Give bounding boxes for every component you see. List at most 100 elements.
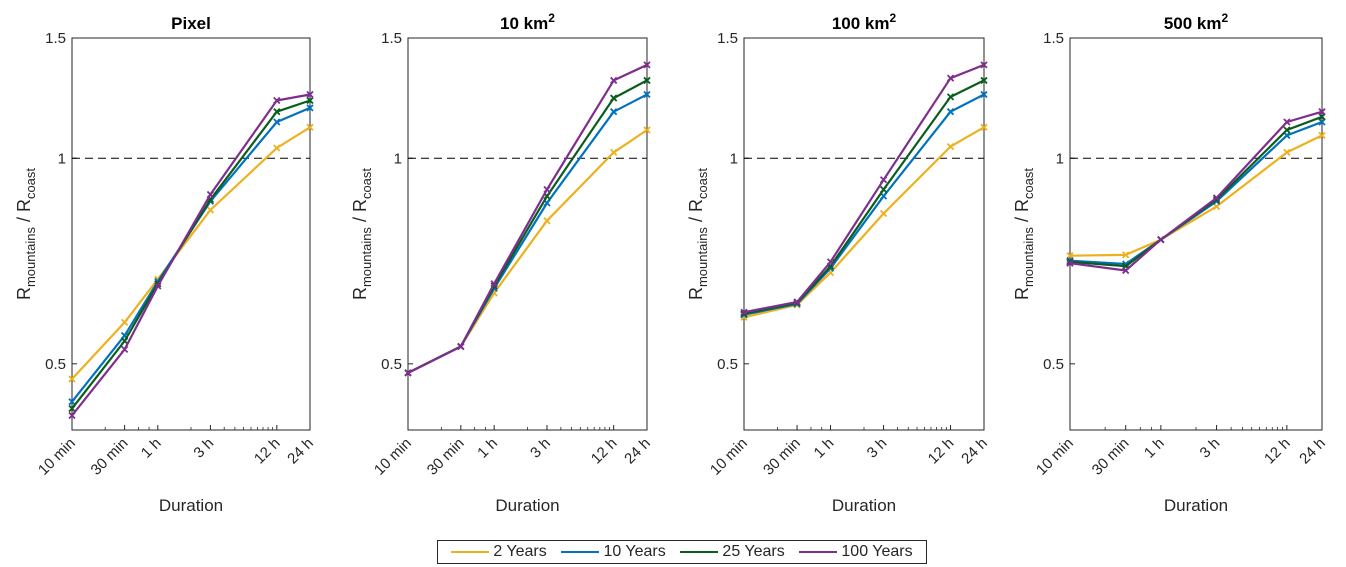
data-point (980, 61, 988, 69)
data-point (1283, 118, 1291, 126)
x-tick-label: 12 h (925, 435, 958, 468)
data-point (68, 404, 76, 413)
legend-item: 100 Years (799, 543, 913, 561)
data-point (946, 74, 955, 82)
y-tick-label: 1 (394, 150, 402, 167)
y-tick-label: 1 (730, 150, 738, 167)
legend: 2 Years 10 Years 25 Years 100 Years (437, 540, 927, 564)
x-tick-label: 30 min (88, 435, 132, 479)
data-point (154, 282, 162, 290)
series-line (71, 93, 311, 417)
data-point (1318, 131, 1326, 140)
data-point (1122, 266, 1130, 275)
legend-swatch (799, 551, 838, 553)
series-line (743, 93, 985, 316)
x-tick-label: 3 h (1197, 435, 1224, 462)
panel-title: 10 km2 (500, 11, 555, 33)
chart-panel-1: 0.5 1 1.5 10 min 30 min 1 h 3 h 12 h 24 h Pixel Du… (14, 14, 317, 515)
data-point (610, 148, 618, 157)
data-point (306, 123, 314, 131)
x-tick-label: 1 h (474, 435, 501, 462)
y-axis-label: Rmountains / Rcoast (1012, 168, 1036, 300)
data-point (1212, 195, 1221, 204)
y-tick-label: 1.5 (45, 30, 66, 47)
legend-label: 2 Years (493, 543, 547, 560)
legend-item: 25 Years (680, 543, 785, 561)
data-point (1066, 259, 1074, 267)
data-point (879, 209, 888, 218)
data-point (404, 369, 412, 377)
data-point (120, 345, 129, 353)
x-tick-label: 12 h (1261, 435, 1294, 468)
y-tick-label: 1.5 (1043, 30, 1064, 47)
series-line (1069, 120, 1323, 266)
y-axis-label: Rmountains / Rcoast (14, 168, 38, 300)
legend-label: 10 Years (603, 543, 666, 560)
data-point (1283, 126, 1291, 134)
x-tick-label: 10 min (371, 435, 415, 479)
legend-item: 2 Years (451, 543, 547, 561)
panel-title: 100 km2 (832, 11, 897, 33)
legend-swatch (561, 551, 600, 553)
data-point (740, 308, 748, 316)
y-tick-label: 1.5 (381, 30, 402, 47)
x-tick-label: 10 min (1033, 435, 1077, 479)
legend-label: 100 Years (841, 543, 913, 560)
data-point (946, 108, 955, 116)
data-point (946, 93, 955, 101)
legend-swatch (680, 551, 719, 553)
x-tick-label: 3 h (864, 435, 891, 462)
series-line (71, 126, 311, 380)
x-axis-label: Duration (159, 496, 223, 515)
data-point (1212, 194, 1221, 202)
data-point (826, 258, 835, 266)
data-point (1318, 108, 1326, 116)
data-point (543, 217, 551, 225)
data-point (1283, 148, 1291, 157)
series-line (1069, 110, 1323, 272)
legend-label: 25 Years (722, 543, 785, 560)
legend-item: 10 Years (561, 543, 666, 561)
data-point (1122, 251, 1130, 259)
data-point (610, 108, 618, 116)
data-point (1157, 236, 1165, 244)
data-point (306, 96, 314, 105)
x-tick-label: 3 h (527, 435, 554, 462)
data-point (980, 123, 988, 131)
chart-panel-4: 0.5 1 1.5 10 min 30 min 1 h 3 h 12 h 24 h 500 km2… (1012, 11, 1329, 515)
data-point (610, 94, 618, 102)
data-point (643, 90, 651, 99)
x-axis-label: Duration (832, 496, 896, 515)
y-tick-label: 0.5 (45, 356, 66, 373)
y-axis-label: Rmountains / Rcoast (686, 168, 710, 300)
data-point (490, 280, 498, 288)
series-line (407, 79, 648, 374)
data-point (120, 337, 129, 345)
x-tick-label: 30 min (760, 435, 804, 479)
x-axis-label: Duration (1164, 496, 1228, 515)
data-point (980, 90, 988, 99)
series-line (407, 129, 648, 374)
axes-box (1069, 37, 1323, 431)
y-tick-label: 0.5 (381, 356, 402, 373)
data-point (643, 126, 651, 134)
data-point (879, 176, 888, 184)
data-point (610, 76, 618, 85)
data-point (273, 108, 281, 116)
data-point (273, 96, 281, 105)
data-point (543, 185, 551, 194)
y-tick-label: 1 (1056, 150, 1064, 167)
y-axis-label: Rmountains / Rcoast (350, 168, 374, 300)
x-tick-label: 10 min (707, 435, 751, 479)
data-point (306, 104, 314, 112)
data-point (643, 76, 651, 85)
series-line (71, 106, 311, 403)
data-point (206, 190, 215, 199)
panel-title: 500 km2 (1164, 11, 1229, 33)
series-line (407, 93, 648, 374)
y-tick-label: 1.5 (717, 30, 738, 47)
data-point (793, 298, 801, 306)
data-point (879, 185, 888, 194)
data-point (306, 90, 314, 99)
